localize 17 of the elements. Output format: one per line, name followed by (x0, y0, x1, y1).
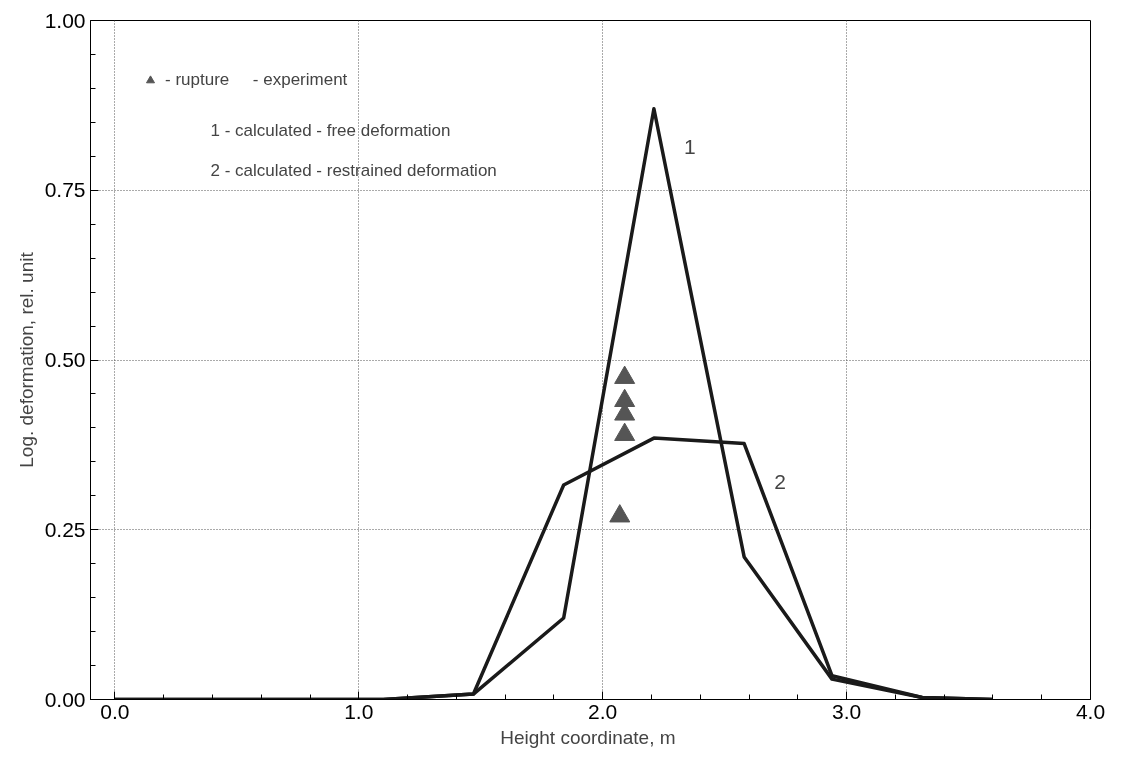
x-tick-label: 1.0 (344, 699, 374, 723)
series-label: 2 (774, 469, 786, 493)
y-tick-label: 0.50 (44, 348, 86, 371)
x-tick-label: 4.0 (1075, 699, 1106, 723)
x-tick-label: 0.0 (100, 699, 130, 723)
y-tick-label: 0.75 (44, 178, 86, 202)
y-tick-label: 0.25 (44, 517, 86, 541)
annotation: 1 - calculated - free deformation (210, 120, 451, 140)
series-label: 1 (683, 134, 696, 158)
x-axis-title: Height coordinate, m (500, 726, 676, 748)
annotation: 2 - calculated - restrained deformation (210, 160, 497, 180)
x-tick-label: 2.0 (588, 699, 618, 723)
y-tick-label: 1.00 (44, 8, 86, 32)
x-tick-label: 3.0 (832, 699, 862, 723)
legend-label: - rupture - experiment (165, 70, 348, 90)
y-tick-label: 0.00 (44, 687, 86, 711)
y-axis-title: Log. deformation, rel. unit (15, 251, 37, 468)
